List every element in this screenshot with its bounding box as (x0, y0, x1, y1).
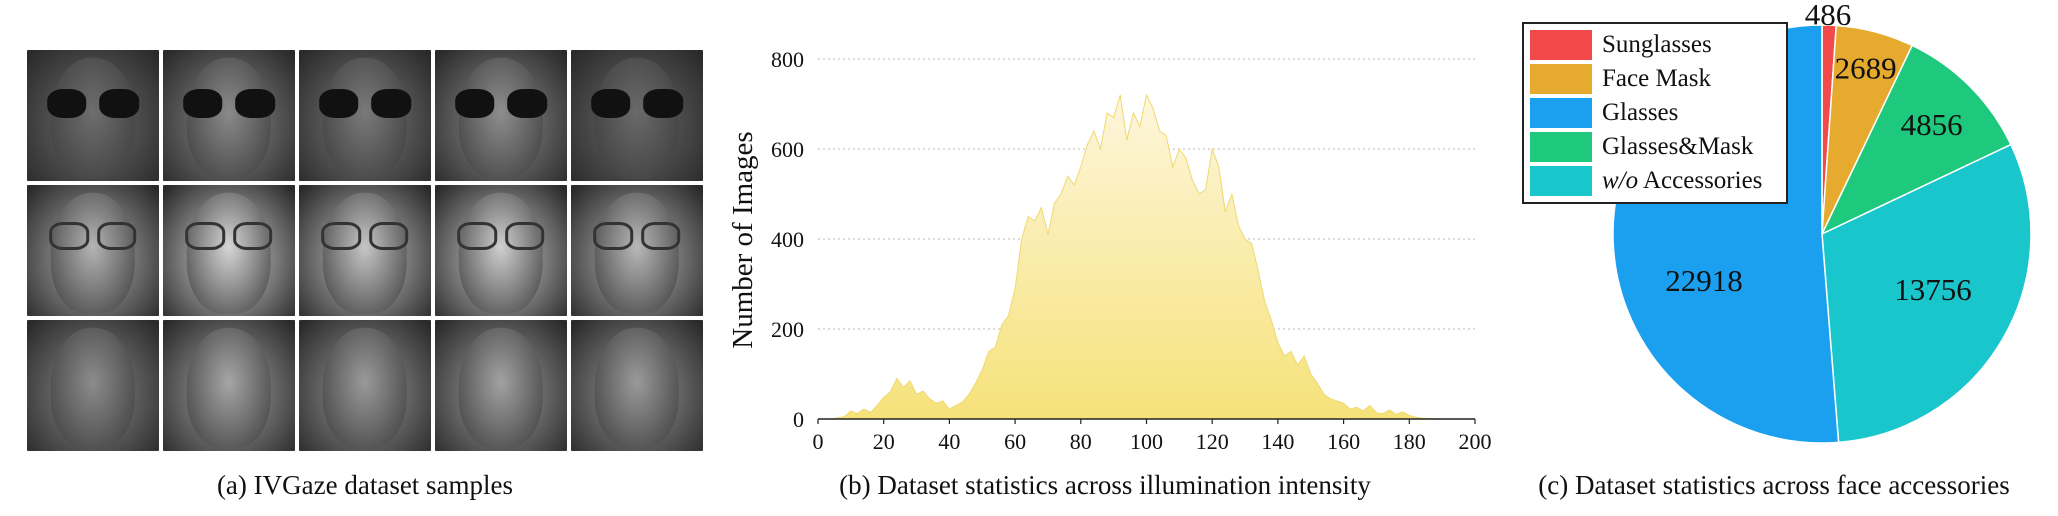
x-tick-label: 20 (873, 429, 895, 454)
y-tick-label: 200 (771, 317, 804, 342)
sunglasses-lens (318, 89, 359, 119)
glasses-lens (96, 221, 137, 251)
face-shape (186, 57, 272, 179)
sample-image (299, 185, 431, 316)
x-tick-label: 100 (1130, 429, 1163, 454)
x-tick-label: 200 (1459, 429, 1492, 454)
x-tick-label: 60 (1004, 429, 1026, 454)
x-tick-label: 180 (1393, 429, 1426, 454)
face-shape (322, 192, 408, 314)
face-shape (186, 192, 272, 314)
face-shape (458, 192, 544, 314)
legend-label: Sunglasses (1602, 31, 1712, 58)
face-shape (322, 57, 408, 179)
glasses-lens (49, 221, 90, 251)
sample-image (571, 185, 703, 316)
pie-slice-glasses-mask (1820, 44, 2012, 236)
face-shape (322, 327, 408, 449)
x-tick-label: 120 (1196, 429, 1229, 454)
legend-swatch (1530, 132, 1592, 162)
glasses-lens (185, 221, 226, 251)
caption-c: (c) Dataset statistics across face acces… (1538, 470, 2010, 500)
legend-swatch (1530, 30, 1592, 60)
legend-item: Glasses&Mask (1530, 130, 1780, 164)
legend-label: Glasses (1602, 99, 1679, 126)
pie-value-label: 22918 (1665, 263, 1743, 298)
legend-label: Face Mask (1602, 65, 1711, 92)
face-shape (458, 327, 544, 449)
y-tick-label: 0 (793, 407, 804, 432)
sample-image (571, 320, 703, 451)
pie-value-label: 13756 (1894, 272, 1972, 307)
face-shape (594, 57, 680, 179)
sunglasses-lens (371, 89, 412, 119)
sample-image (163, 185, 295, 316)
glasses-lens (457, 221, 498, 251)
caption-b: (b) Dataset statistics across illuminati… (839, 470, 1371, 500)
sample-image (435, 185, 567, 316)
x-tick-label: 140 (1261, 429, 1294, 454)
face-shape (458, 57, 544, 179)
glasses-lens (504, 221, 545, 251)
glasses-lens (232, 221, 273, 251)
legend-swatch (1530, 166, 1592, 196)
sunglasses-lens (507, 89, 548, 119)
legend-item: Sunglasses (1530, 28, 1780, 62)
sample-image (571, 50, 703, 181)
legend-swatch (1530, 64, 1592, 94)
sample-image (163, 50, 295, 181)
legend-label: w/o Accessories (1602, 167, 1763, 194)
x-tick-label: 80 (1070, 429, 1092, 454)
sample-image (27, 185, 159, 316)
y-axis-label: Number of Images (727, 131, 759, 348)
sunglasses-lens (643, 89, 684, 119)
caption-a: (a) IVGaze dataset samples (216, 470, 514, 500)
face-shape (594, 192, 680, 314)
legend-item: Glasses (1530, 96, 1780, 130)
sample-image (435, 50, 567, 181)
glasses-lens (640, 221, 681, 251)
pie-value-label: 4856 (1901, 107, 1963, 142)
pie-legend: Sunglasses Face Mask Glasses Glasses&Mask w/… (1522, 22, 1788, 204)
x-tick-label: 160 (1327, 429, 1360, 454)
face-shape (50, 192, 136, 314)
legend-label: Glasses&Mask (1602, 133, 1754, 160)
glasses-lens (321, 221, 362, 251)
pie-slice-w-o-accessories (1821, 143, 2032, 444)
sample-image-grid (27, 50, 703, 455)
sample-image (435, 320, 567, 451)
sample-image (299, 320, 431, 451)
sample-image (27, 50, 159, 181)
pie-value-label: 2689 (1835, 50, 1897, 85)
legend-item: Face Mask (1530, 62, 1780, 96)
legend-swatch (1530, 98, 1592, 128)
legend-item: w/o Accessories (1530, 164, 1780, 198)
sunglasses-lens (46, 89, 87, 119)
y-tick-label: 400 (771, 227, 804, 252)
glasses-lens (593, 221, 634, 251)
sunglasses-lens (454, 89, 495, 119)
face-shape (50, 57, 136, 179)
sample-image (299, 50, 431, 181)
y-tick-label: 800 (771, 47, 804, 72)
sample-image (163, 320, 295, 451)
face-shape (50, 327, 136, 449)
x-tick-label: 40 (938, 429, 960, 454)
sunglasses-lens (235, 89, 276, 119)
x-tick-label: 0 (813, 429, 824, 454)
sunglasses-lens (99, 89, 140, 119)
sample-image (27, 320, 159, 451)
glasses-lens (368, 221, 409, 251)
sunglasses-lens (590, 89, 631, 119)
illumination-area (818, 93, 1475, 420)
face-shape (594, 327, 680, 449)
face-shape (186, 327, 272, 449)
y-tick-label: 600 (771, 137, 804, 162)
sunglasses-lens (182, 89, 223, 119)
